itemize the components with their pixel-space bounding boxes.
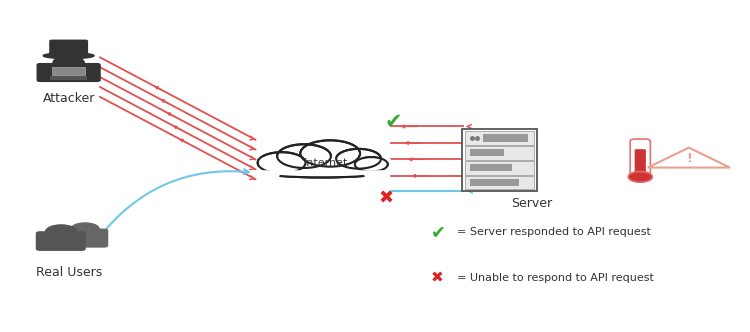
Ellipse shape bbox=[44, 53, 94, 59]
Circle shape bbox=[53, 56, 84, 70]
Polygon shape bbox=[648, 148, 730, 168]
FancyBboxPatch shape bbox=[53, 67, 85, 75]
FancyBboxPatch shape bbox=[62, 228, 108, 248]
FancyBboxPatch shape bbox=[630, 139, 650, 180]
FancyBboxPatch shape bbox=[50, 76, 87, 80]
FancyBboxPatch shape bbox=[470, 179, 519, 186]
FancyBboxPatch shape bbox=[463, 129, 537, 191]
FancyBboxPatch shape bbox=[466, 146, 534, 160]
FancyBboxPatch shape bbox=[257, 159, 392, 174]
FancyBboxPatch shape bbox=[466, 161, 534, 175]
Text: !: ! bbox=[686, 152, 692, 165]
Text: = Server responded to API request: = Server responded to API request bbox=[458, 227, 651, 237]
Circle shape bbox=[46, 225, 76, 239]
Circle shape bbox=[355, 157, 388, 172]
Text: ✔: ✔ bbox=[431, 223, 446, 241]
FancyBboxPatch shape bbox=[260, 157, 388, 173]
FancyBboxPatch shape bbox=[36, 231, 86, 251]
Text: Server: Server bbox=[512, 197, 553, 209]
Circle shape bbox=[628, 172, 652, 182]
Circle shape bbox=[258, 152, 305, 173]
Circle shape bbox=[336, 149, 381, 169]
Circle shape bbox=[71, 223, 99, 235]
Circle shape bbox=[300, 140, 360, 167]
FancyBboxPatch shape bbox=[634, 149, 646, 177]
Text: Real Users: Real Users bbox=[35, 266, 102, 280]
Text: ✖: ✖ bbox=[431, 271, 444, 286]
Text: ✖: ✖ bbox=[378, 190, 393, 208]
Text: Attacker: Attacker bbox=[43, 92, 94, 105]
Text: Internet: Internet bbox=[304, 158, 349, 168]
FancyBboxPatch shape bbox=[470, 149, 504, 156]
FancyBboxPatch shape bbox=[466, 131, 534, 145]
Text: ✔: ✔ bbox=[384, 112, 402, 131]
FancyBboxPatch shape bbox=[483, 134, 528, 142]
FancyBboxPatch shape bbox=[37, 63, 100, 82]
FancyBboxPatch shape bbox=[50, 40, 88, 57]
Circle shape bbox=[277, 144, 331, 168]
FancyBboxPatch shape bbox=[466, 176, 534, 189]
FancyBboxPatch shape bbox=[470, 164, 512, 171]
Text: = Unable to respond to API request: = Unable to respond to API request bbox=[458, 273, 654, 283]
